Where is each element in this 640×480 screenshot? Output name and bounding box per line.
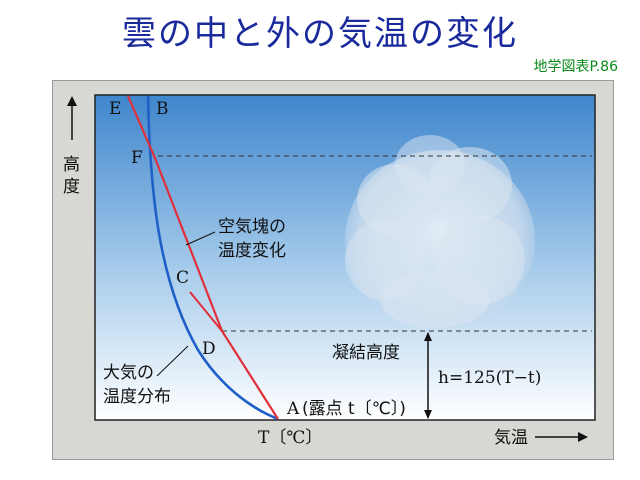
y-axis-arrow [67, 96, 77, 140]
x-axis-arrow [535, 432, 588, 442]
point-A-annotation: (露点 t〔℃〕) [302, 399, 406, 419]
source-reference: 地学図表P.86 [533, 59, 618, 75]
point-label-F: F [131, 148, 143, 168]
y-axis-label-2: 度 [63, 177, 80, 197]
environment-temperature-curve [146, 95, 279, 421]
point-label-C: C [176, 268, 189, 288]
parcel-label-line1: 空気塊の [218, 217, 286, 237]
point-label-E: E [109, 99, 121, 119]
y-axis-label-1: 高 [63, 155, 80, 175]
env-label-line2: 温度分布 [103, 387, 171, 407]
parcel-label-line2: 温度変化 [218, 241, 286, 261]
slide-title: 雲の中と外の気温の変化 [122, 14, 518, 54]
point-label-D: D [202, 339, 216, 359]
point-label-A: A [286, 399, 300, 419]
x-axis-tick-T: T〔℃〕 [258, 428, 322, 448]
x-axis-label: 気温 [494, 428, 528, 448]
env-label-line1: 大気の [103, 363, 154, 383]
parcel-branch-C [189, 291, 223, 332]
height-formula: h=125(T−t) [438, 368, 541, 388]
height-bracket [424, 332, 432, 419]
cloud [345, 135, 535, 330]
parcel-temperature-line [126, 95, 279, 420]
env-label-leader [156, 345, 189, 377]
parcel-label-leader [185, 231, 216, 246]
point-label-B: B [156, 99, 169, 119]
condensation-label: 凝結高度 [332, 343, 400, 363]
